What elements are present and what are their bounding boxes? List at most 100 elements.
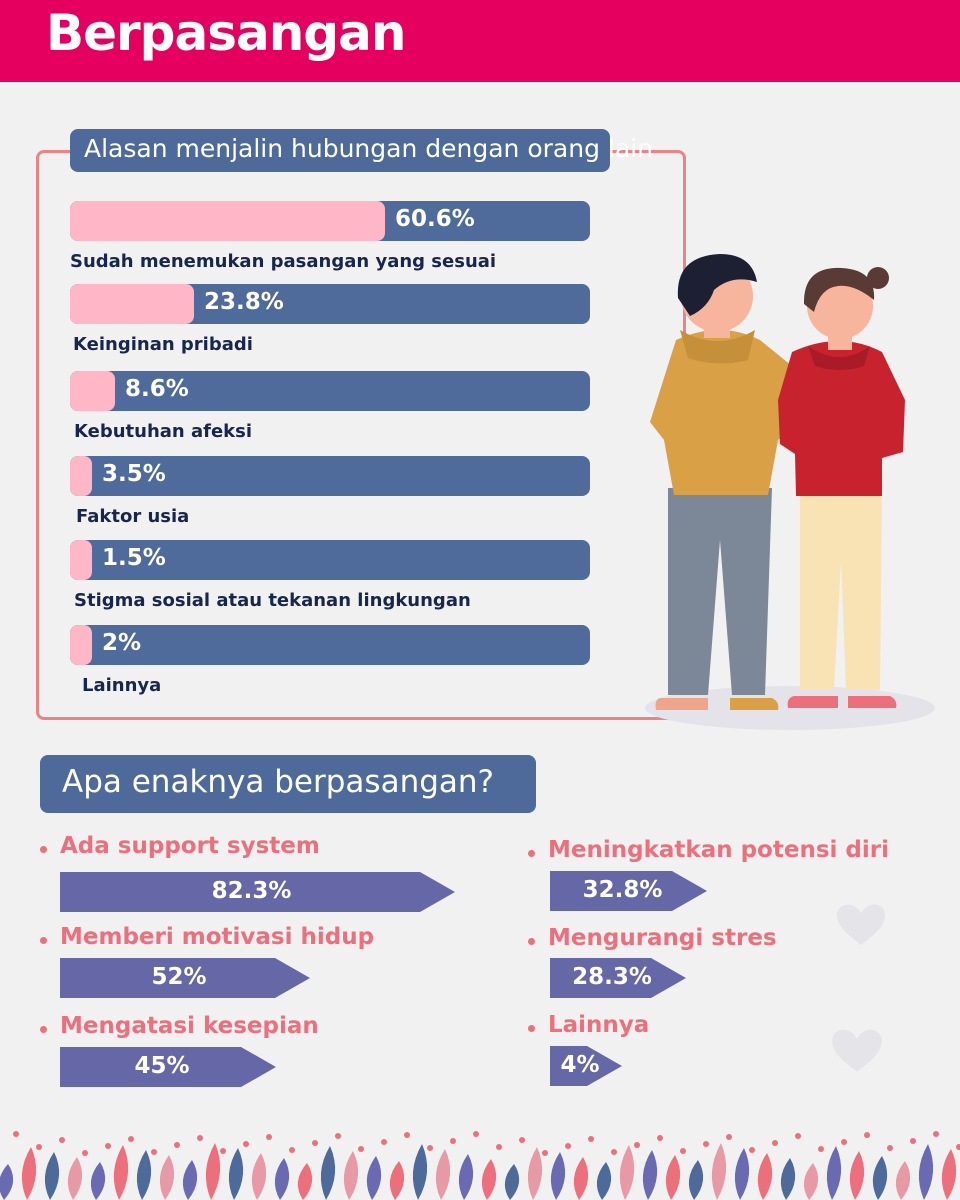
bar-fill xyxy=(70,201,385,241)
decor-dot xyxy=(197,1135,203,1141)
decor-dot xyxy=(841,1139,847,1145)
leaf-border xyxy=(0,1131,960,1200)
bar-track: 2% xyxy=(70,625,590,665)
leaf-shape xyxy=(527,1147,543,1200)
decor-dot xyxy=(588,1136,594,1142)
decor-dot xyxy=(657,1135,663,1141)
man-pants xyxy=(668,488,772,695)
leaf-shape xyxy=(67,1157,83,1200)
leaf-shape xyxy=(895,1161,911,1200)
decor-dot xyxy=(749,1147,755,1153)
decor-dot xyxy=(680,1148,686,1154)
bar-fill xyxy=(70,540,92,580)
bullet-dot xyxy=(528,850,535,857)
bullet-dot xyxy=(528,938,535,945)
leaf-shape xyxy=(688,1160,704,1200)
leaf-shape xyxy=(734,1148,750,1200)
decor-dot xyxy=(933,1131,939,1137)
decor-dot xyxy=(13,1131,19,1137)
leaf-shape xyxy=(320,1146,336,1200)
leaf-shape xyxy=(366,1156,382,1200)
leaf-shape xyxy=(573,1157,589,1200)
decor-dot xyxy=(174,1142,180,1148)
leaf-shape xyxy=(182,1160,198,1200)
benefit-label: Lainnya xyxy=(548,1012,650,1038)
decor-dot xyxy=(82,1150,88,1156)
benefits-title: Apa enaknya berpasangan? xyxy=(40,755,536,813)
decor-dot xyxy=(565,1143,571,1149)
leaf-shape xyxy=(550,1152,566,1200)
leaf-shape xyxy=(826,1146,842,1200)
decor-dot xyxy=(381,1139,387,1145)
decor-dot xyxy=(151,1149,157,1155)
leaf-shape xyxy=(113,1145,129,1200)
heart-icon xyxy=(832,1029,882,1072)
bar-value-label: 2% xyxy=(102,630,142,656)
decor-dot xyxy=(818,1146,824,1152)
decor-dot xyxy=(473,1131,479,1137)
reasons-title: Alasan menjalin hubungan dengan orang la… xyxy=(70,129,653,172)
leaf-shape xyxy=(780,1158,796,1200)
woman-hair xyxy=(803,267,875,312)
decor-dot xyxy=(450,1138,456,1144)
leaf-shape xyxy=(803,1163,819,1200)
bullet-dot xyxy=(40,846,47,853)
bar-fill xyxy=(70,371,115,411)
decor-dot xyxy=(634,1142,640,1148)
leaf-shape xyxy=(642,1150,658,1200)
benefit-label: Memberi motivasi hidup xyxy=(60,924,375,950)
man-hoodie xyxy=(650,330,810,495)
benefit-value-label: 52% xyxy=(151,964,207,990)
bar-value-label: 60.6% xyxy=(395,206,475,232)
leaf-shape xyxy=(0,1164,14,1200)
bar-value-label: 1.5% xyxy=(102,545,166,571)
decor-dot xyxy=(404,1132,410,1138)
leaf-shape xyxy=(665,1155,681,1200)
leaf-shape xyxy=(159,1155,175,1200)
leaf-shape xyxy=(596,1162,612,1200)
decor-dot xyxy=(772,1140,778,1146)
leaf-shape xyxy=(435,1149,451,1200)
decor-dot xyxy=(266,1134,272,1140)
leaf-shape xyxy=(205,1143,221,1200)
benefit-value-label: 4% xyxy=(560,1052,600,1078)
decor-dot xyxy=(795,1133,801,1139)
leaf-shape xyxy=(711,1143,727,1200)
decor-dot xyxy=(312,1140,318,1146)
decor-dot xyxy=(519,1137,525,1143)
decor-dot xyxy=(956,1144,960,1150)
benefit-label: Mengurangi stres xyxy=(548,925,777,951)
decor-dot xyxy=(128,1136,134,1142)
benefit-bar xyxy=(60,958,310,998)
bar-category-label: Kebutuhan afeksi xyxy=(74,421,253,442)
leaf-shape xyxy=(481,1159,497,1200)
decor-dot xyxy=(910,1138,916,1144)
bar-category-label: Stigma sosial atau tekanan lingkungan xyxy=(74,590,471,611)
man-hair xyxy=(677,254,757,316)
benefit-label: Meningkatkan potensi diri xyxy=(548,837,889,863)
decor-dot xyxy=(496,1144,502,1150)
bar-value-label: 8.6% xyxy=(125,376,189,402)
benefit-bar xyxy=(60,872,455,912)
leaf-shape xyxy=(343,1151,359,1200)
bullet-dot xyxy=(40,1026,47,1033)
bar-track: 1.5% xyxy=(70,540,590,580)
leaf-shape xyxy=(918,1144,934,1200)
benefit-value-label: 32.8% xyxy=(582,877,663,903)
bullet-dot xyxy=(528,1025,535,1032)
leaf-shape xyxy=(619,1145,635,1200)
decor-dot xyxy=(289,1147,295,1153)
leaf-shape xyxy=(872,1156,888,1200)
benefit-value-label: 82.3% xyxy=(211,878,292,904)
page-title: Berpasangan xyxy=(46,4,406,62)
decor-dot xyxy=(703,1141,709,1147)
leaf-shape xyxy=(274,1158,290,1200)
leaf-shape xyxy=(297,1163,313,1200)
bullet-dot xyxy=(40,937,47,944)
decor-dot xyxy=(542,1150,548,1156)
bar-category-label: Keinginan pribadi xyxy=(73,334,253,355)
bar-category-label: Sudah menemukan pasangan yang sesuai xyxy=(70,251,497,272)
bar-category-label: Faktor usia xyxy=(76,506,190,527)
decor-dot xyxy=(335,1133,341,1139)
benefit-bar xyxy=(550,871,707,911)
